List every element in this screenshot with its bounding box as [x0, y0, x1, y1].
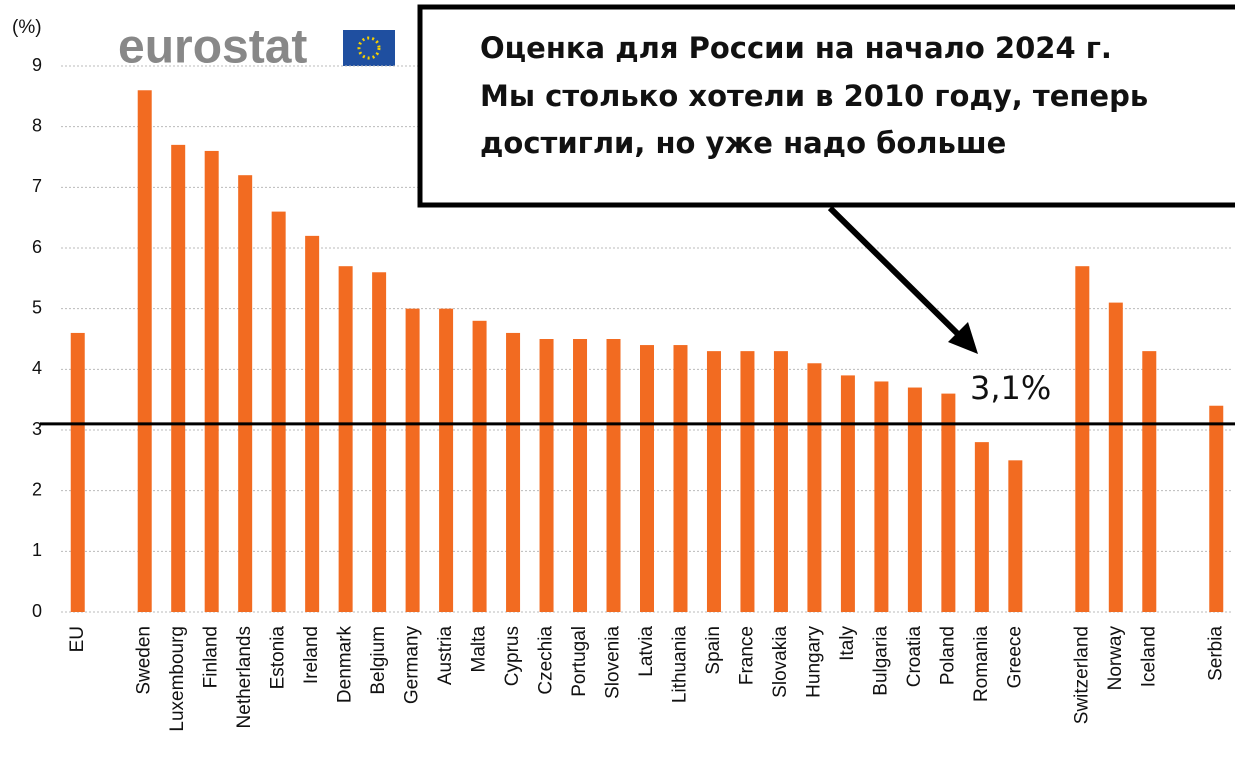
- bar: [874, 381, 889, 612]
- bar: [506, 332, 521, 612]
- eu-stars: [357, 36, 381, 60]
- bar: [472, 320, 487, 612]
- bar: [907, 387, 922, 612]
- y-unit: (%): [12, 17, 42, 38]
- y-tick-label: 8: [32, 115, 42, 135]
- bar: [740, 351, 755, 612]
- plot: 0 1 2 3 4 5 6 7 8 9 EU Sweden Luxembourg Finland Nethe…: [32, 55, 1235, 732]
- bar: [137, 90, 152, 613]
- y-tick-label: 2: [32, 479, 42, 499]
- bar: [941, 393, 956, 612]
- x-tick-label: Belgium: [368, 626, 389, 695]
- x-tick-label: Sweden: [134, 626, 155, 695]
- bar: [271, 211, 286, 612]
- bar: [405, 308, 420, 612]
- x-tick-label: Bulgaria: [870, 626, 891, 696]
- bar: [1008, 460, 1023, 612]
- x-tick-label: Croatia: [904, 626, 925, 688]
- annotation-line: Оценка для России на начало 2024 г.: [480, 31, 1112, 65]
- x-tick-label: Denmark: [335, 626, 356, 704]
- bar: [807, 363, 822, 612]
- x-tick-label: Ireland: [301, 626, 322, 684]
- bar: [573, 339, 588, 612]
- bar: [673, 345, 688, 612]
- x-tick-label: Cyprus: [502, 626, 523, 686]
- x-tick-label: Czechia: [536, 626, 557, 695]
- y-tick-label: 1: [32, 540, 42, 560]
- annotation-box: [417, 4, 1235, 208]
- bar: [539, 339, 554, 612]
- x-tick-label: Norway: [1105, 626, 1126, 691]
- x-tick-label: Portugal: [569, 626, 590, 697]
- x-tick-label: Serbia: [1205, 626, 1226, 681]
- reference-label: 3,1%: [970, 369, 1051, 407]
- y-tick-label: 3: [32, 419, 42, 439]
- bar: [171, 144, 186, 612]
- y-tick-label: 5: [32, 297, 42, 317]
- x-tick-label: Switzerland: [1071, 626, 1092, 724]
- x-tick-label: Romania: [971, 626, 992, 702]
- bar: [1108, 302, 1123, 612]
- eu-flag: [343, 30, 395, 66]
- bar: [974, 442, 989, 612]
- x-tick-label: Netherlands: [234, 626, 255, 728]
- y-tick-label: 0: [32, 601, 42, 621]
- x-tick-label: Luxembourg: [167, 626, 188, 732]
- bar: [70, 332, 85, 612]
- x-tick-label: Iceland: [1138, 626, 1159, 687]
- x-tick-label: Austria: [435, 626, 456, 686]
- x-tick-label: Hungary: [803, 626, 824, 698]
- bar: [640, 345, 654, 612]
- bar: [1075, 266, 1090, 612]
- annotation-line: Мы столько хотели в 2010 году, теперь: [480, 79, 1148, 113]
- x-tick-label: Latvia: [636, 626, 657, 677]
- arrow-head: [948, 322, 978, 354]
- bar: [1209, 405, 1224, 612]
- bar: [706, 351, 721, 612]
- arrow-shaft: [827, 205, 965, 341]
- y-tick-label: 6: [32, 237, 42, 257]
- bar: [1142, 351, 1157, 612]
- x-tick-label: Greece: [1004, 626, 1025, 688]
- x-tick-label: Spain: [703, 626, 724, 675]
- bar: [439, 308, 454, 612]
- bar: [606, 339, 621, 612]
- x-tick-label: Slovakia: [770, 626, 791, 698]
- x-tick-label: Estonia: [268, 626, 289, 690]
- bar: [372, 272, 387, 612]
- x-tick-label: Slovenia: [603, 626, 624, 699]
- x-tick-label: Italy: [837, 626, 858, 661]
- y-tick-label: 4: [32, 358, 42, 378]
- annotation-line: достигли, но уже надо больше: [480, 126, 1006, 160]
- y-tick-label: 7: [32, 176, 42, 196]
- x-tick-label: France: [736, 626, 757, 685]
- bar: [204, 150, 219, 612]
- x-tick-label: Poland: [937, 626, 958, 685]
- bar: [773, 351, 788, 612]
- x-tick-label: Lithuania: [670, 626, 691, 704]
- x-tick-label: EU: [67, 626, 88, 652]
- bar: [238, 175, 253, 612]
- bar: [840, 375, 855, 612]
- bar: [338, 266, 353, 612]
- x-tick-label: Germany: [402, 626, 423, 705]
- source-logo: eurostat: [118, 21, 307, 74]
- x-tick-label: Malta: [469, 626, 490, 673]
- y-tick-label: 9: [32, 55, 42, 75]
- x-tick-label: Finland: [201, 626, 222, 688]
